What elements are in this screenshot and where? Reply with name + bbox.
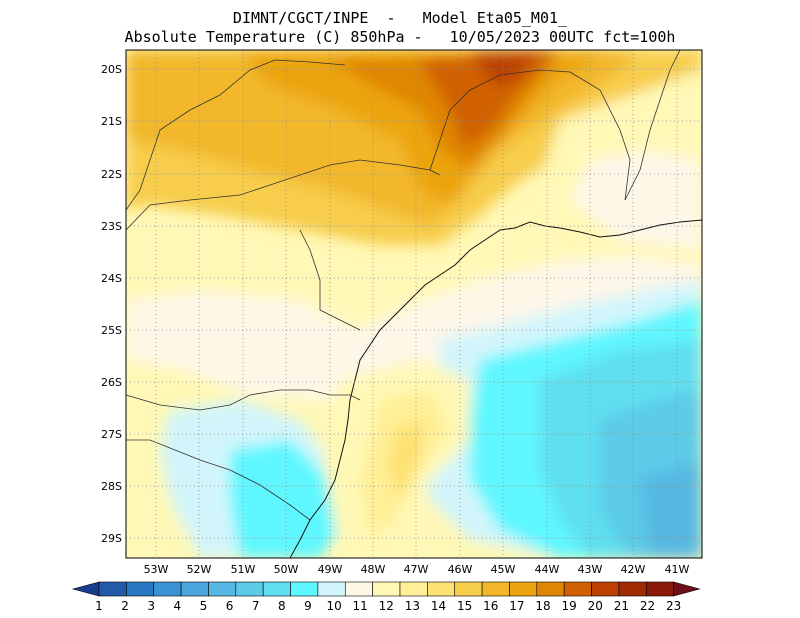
colorbar-label: 1 bbox=[95, 599, 103, 613]
colorbar-swatch bbox=[399, 581, 428, 597]
latitude-labels: 20S 21S 22S 23S 24S 25S 26S 27S 28S 29S bbox=[101, 63, 122, 545]
colorbar-label: 5 bbox=[200, 599, 208, 613]
colorbar-label: 8 bbox=[278, 599, 286, 613]
colorbar-swatch bbox=[180, 581, 209, 597]
colorbar-label: 9 bbox=[304, 599, 312, 613]
colorbar-swatch bbox=[235, 581, 264, 597]
colorbar-swatch bbox=[536, 581, 565, 597]
colorbar-label: 18 bbox=[535, 599, 550, 613]
colorbar-label: 16 bbox=[483, 599, 498, 613]
colorbar-swatch bbox=[126, 581, 155, 597]
contour-11-ne bbox=[570, 150, 702, 250]
contour-14-coast bbox=[388, 420, 425, 500]
lat-lon-grid bbox=[126, 50, 702, 558]
colorbar-label: 7 bbox=[252, 599, 260, 613]
colorbar-label: 10 bbox=[326, 599, 341, 613]
border-pr-sp-west bbox=[299, 229, 321, 310]
colorbar-label: 19 bbox=[562, 599, 577, 613]
contour-6 bbox=[640, 460, 702, 558]
border-mg-es bbox=[624, 50, 681, 201]
colorbar-swatch bbox=[262, 581, 291, 597]
lon-label: 49W bbox=[318, 563, 343, 576]
border-pr-sc bbox=[126, 389, 361, 411]
colorbar-swatch bbox=[344, 581, 373, 597]
colorbar: 1 2 3 4 5 6 7 8 9 10 11 12 13 14 15 16 17 18 19 20 21 22 23 bbox=[71, 581, 701, 613]
lon-label: 47W bbox=[404, 563, 429, 576]
border-pr-sc-coast bbox=[319, 309, 361, 331]
lat-label: 22S bbox=[101, 168, 122, 181]
lon-label: 44W bbox=[535, 563, 560, 576]
longitude-labels: 53W 52W 51W 50W 49W 48W 47W 46W 45W 44W … bbox=[144, 563, 690, 576]
lon-label: 45W bbox=[491, 563, 516, 576]
colorbar-arrow-right bbox=[673, 581, 701, 597]
contour-11 bbox=[126, 255, 702, 430]
colorbar-swatch bbox=[618, 581, 647, 597]
contour-20 bbox=[470, 50, 540, 85]
state-borders bbox=[126, 50, 681, 521]
lon-label: 41W bbox=[665, 563, 690, 576]
lon-label: 52W bbox=[187, 563, 212, 576]
lat-label: 26S bbox=[101, 376, 122, 389]
lon-label: 50W bbox=[274, 563, 299, 576]
colorbar-label: 15 bbox=[457, 599, 472, 613]
colorbar-label: 23 bbox=[666, 599, 681, 613]
plot-title-line2: Absolute Temperature (C) 850hPa - 10/05/… bbox=[124, 28, 676, 46]
colorbar-label: 21 bbox=[614, 599, 629, 613]
lat-label: 23S bbox=[101, 220, 122, 233]
colorbar-swatch bbox=[591, 581, 620, 597]
border-sc-rs bbox=[126, 439, 311, 521]
map-frame bbox=[125, 49, 703, 559]
coastline bbox=[289, 219, 702, 558]
temperature-field bbox=[126, 50, 702, 558]
colorbar-swatch bbox=[290, 581, 319, 597]
lon-label: 43W bbox=[578, 563, 603, 576]
lat-label: 29S bbox=[101, 532, 122, 545]
lon-label: 46W bbox=[448, 563, 473, 576]
colorbar-label: 14 bbox=[431, 599, 446, 613]
colorbar-label: 4 bbox=[174, 599, 182, 613]
colorbar-label: 2 bbox=[121, 599, 129, 613]
colorbar-swatch bbox=[153, 581, 182, 597]
lat-label: 24S bbox=[101, 272, 122, 285]
colorbar-swatch bbox=[98, 581, 127, 597]
colorbar-swatch bbox=[481, 581, 510, 597]
lat-label: 25S bbox=[101, 324, 122, 337]
border-go-ms bbox=[126, 59, 346, 211]
colorbar-arrow-left bbox=[71, 581, 100, 597]
lat-label: 28S bbox=[101, 480, 122, 493]
colorbar-swatch bbox=[427, 581, 456, 597]
colorbar-label: 17 bbox=[509, 599, 524, 613]
colorbar-label: 22 bbox=[640, 599, 655, 613]
colorbar-swatch bbox=[645, 581, 674, 597]
lat-label: 20S bbox=[101, 63, 122, 76]
lat-label: 21S bbox=[101, 115, 122, 128]
colorbar-swatch bbox=[317, 581, 346, 597]
contour-19 bbox=[420, 50, 560, 150]
border-mg-rj bbox=[569, 71, 631, 201]
lon-label: 48W bbox=[361, 563, 386, 576]
lat-label: 27S bbox=[101, 428, 122, 441]
colorbar-swatch bbox=[208, 581, 237, 597]
lon-label: 42W bbox=[621, 563, 646, 576]
colorbar-label: 3 bbox=[147, 599, 155, 613]
colorbar-label: 12 bbox=[379, 599, 394, 613]
lon-label: 53W bbox=[144, 563, 169, 576]
colorbar-swatch bbox=[372, 581, 401, 597]
colorbar-label: 13 bbox=[405, 599, 420, 613]
colorbar-label: 6 bbox=[226, 599, 234, 613]
plot-title-line1: DIMNT/CGCT/INPE - Model Eta05_M01_ bbox=[232, 9, 568, 27]
lon-label: 51W bbox=[231, 563, 256, 576]
contour-9-sw bbox=[230, 440, 340, 558]
colorbar-swatch bbox=[509, 581, 538, 597]
colorbar-label: 11 bbox=[353, 599, 368, 613]
colorbar-label: 20 bbox=[588, 599, 603, 613]
colorbar-swatch bbox=[454, 581, 483, 597]
border-mg-sp bbox=[429, 69, 571, 171]
colorbar-swatch bbox=[563, 581, 592, 597]
border-ms-sp bbox=[126, 159, 441, 231]
